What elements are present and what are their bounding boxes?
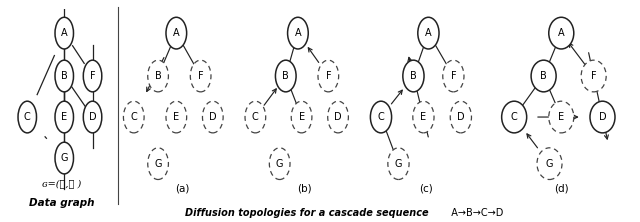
Ellipse shape — [55, 101, 74, 133]
Ellipse shape — [581, 60, 606, 92]
Text: A: A — [61, 28, 68, 38]
Text: G: G — [546, 159, 553, 169]
Ellipse shape — [388, 148, 409, 180]
Ellipse shape — [55, 17, 74, 49]
Ellipse shape — [55, 60, 74, 92]
Ellipse shape — [18, 101, 36, 133]
Ellipse shape — [590, 101, 615, 133]
Ellipse shape — [55, 142, 74, 174]
Text: E: E — [558, 112, 564, 122]
Ellipse shape — [318, 60, 339, 92]
Text: G: G — [61, 153, 68, 163]
Text: E: E — [61, 112, 67, 122]
Text: ɢ=(ℜ,ℰ ): ɢ=(ℜ,ℰ ) — [42, 179, 82, 188]
Ellipse shape — [202, 101, 223, 133]
Ellipse shape — [275, 60, 296, 92]
Text: Diffusion topologies for a cascade sequence: Diffusion topologies for a cascade seque… — [186, 208, 429, 218]
Text: C: C — [24, 112, 31, 122]
Text: A: A — [173, 28, 180, 38]
Text: (c): (c) — [419, 184, 433, 194]
Ellipse shape — [537, 148, 562, 180]
Text: D: D — [209, 112, 216, 122]
Ellipse shape — [269, 148, 290, 180]
Ellipse shape — [148, 60, 168, 92]
Text: F: F — [451, 71, 456, 81]
Ellipse shape — [148, 148, 168, 180]
Text: B: B — [61, 71, 68, 81]
Text: B: B — [282, 71, 289, 81]
Text: (a): (a) — [175, 184, 189, 194]
Text: F: F — [326, 71, 331, 81]
Text: A→B→C→D: A→B→C→D — [445, 208, 503, 218]
Text: D: D — [334, 112, 342, 122]
Ellipse shape — [287, 17, 308, 49]
Text: B: B — [410, 71, 417, 81]
Text: A: A — [294, 28, 301, 38]
Text: E: E — [420, 112, 426, 122]
Text: G: G — [276, 159, 284, 169]
Text: Data graph: Data graph — [29, 198, 95, 208]
Text: (b): (b) — [297, 184, 311, 194]
Ellipse shape — [190, 60, 211, 92]
Text: F: F — [198, 71, 204, 81]
Text: B: B — [540, 71, 547, 81]
Ellipse shape — [371, 101, 392, 133]
Text: D: D — [598, 112, 606, 122]
Text: F: F — [591, 71, 596, 81]
Ellipse shape — [328, 101, 348, 133]
Text: C: C — [131, 112, 137, 122]
Text: A: A — [425, 28, 432, 38]
Text: B: B — [155, 71, 161, 81]
Ellipse shape — [413, 101, 434, 133]
Text: G: G — [154, 159, 162, 169]
Ellipse shape — [548, 17, 574, 49]
Ellipse shape — [451, 101, 472, 133]
Ellipse shape — [245, 101, 266, 133]
Ellipse shape — [531, 60, 556, 92]
Ellipse shape — [418, 17, 439, 49]
Text: E: E — [173, 112, 179, 122]
Text: E: E — [298, 112, 305, 122]
Ellipse shape — [502, 101, 527, 133]
Ellipse shape — [403, 60, 424, 92]
Text: (d): (d) — [554, 184, 568, 194]
Text: G: G — [395, 159, 402, 169]
Ellipse shape — [124, 101, 144, 133]
Ellipse shape — [166, 17, 187, 49]
Ellipse shape — [291, 101, 312, 133]
Text: A: A — [558, 28, 564, 38]
Ellipse shape — [83, 60, 102, 92]
Ellipse shape — [166, 101, 187, 133]
Ellipse shape — [443, 60, 464, 92]
Ellipse shape — [83, 101, 102, 133]
Ellipse shape — [548, 101, 574, 133]
Text: F: F — [90, 71, 95, 81]
Text: D: D — [89, 112, 97, 122]
Text: D: D — [457, 112, 465, 122]
Text: C: C — [511, 112, 518, 122]
Text: C: C — [378, 112, 385, 122]
Text: C: C — [252, 112, 259, 122]
